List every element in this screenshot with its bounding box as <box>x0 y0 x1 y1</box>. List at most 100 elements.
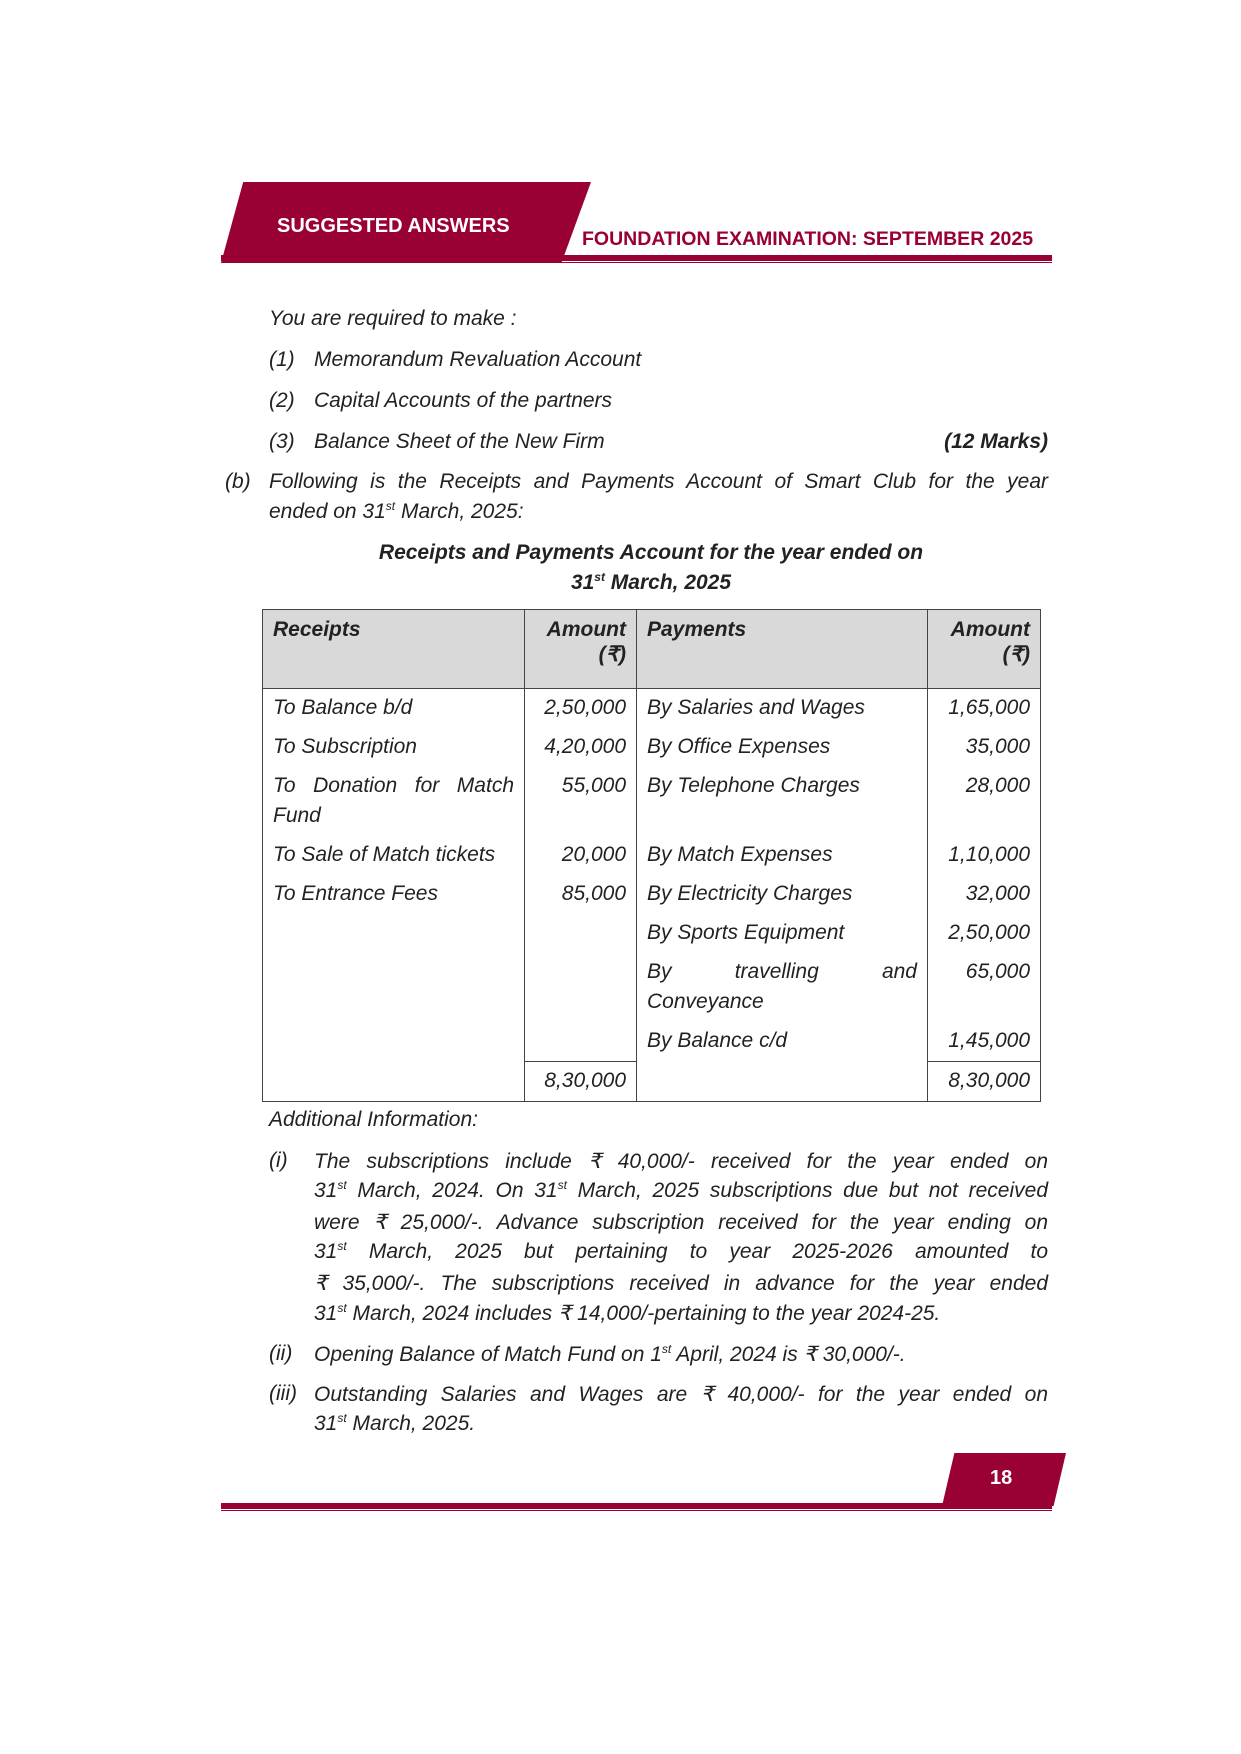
receipt-amount: 2,50,000 <box>524 688 637 728</box>
text-run: 31 <box>570 571 595 594</box>
text-run: ₹ 35,000/-. The subscriptions received i… <box>314 1271 1048 1295</box>
col-payments: Payments <box>636 609 928 689</box>
note-line: Outstanding Salaries and Wages are ₹ 40,… <box>314 1382 1048 1407</box>
receipt-amount <box>524 1022 637 1062</box>
payment-amount: 65,000 <box>927 953 1041 1022</box>
text-run: March, 2025. <box>346 1412 476 1436</box>
additional-info-title: Additional Information: <box>269 1108 478 1131</box>
text-run: March, 2025 <box>604 571 732 594</box>
table-row: To Entrance Fees 85,000 By Electricity Cha… <box>262 875 1041 914</box>
payment-amount: 1,10,000 <box>927 836 1041 875</box>
text-run: Outstanding Salaries and Wages are ₹ 40,… <box>314 1383 1048 1406</box>
payment-item: By Telephone Charges <box>636 767 928 836</box>
superscript: st <box>337 1301 347 1315</box>
payment-item: By Office Expenses <box>636 728 928 767</box>
note-line: were ₹ 25,000/-. Advance subscription re… <box>314 1210 1048 1235</box>
receipts-payments-table: Receipts Amount (₹) Payments Amount (₹) To… <box>262 609 1041 1102</box>
table-row: To Donation for Match Fund 55,000 By Telep… <box>262 767 1041 836</box>
superscript: st <box>337 1239 347 1254</box>
table-row: To Balance b/d 2,50,000 By Salaries and Wa… <box>262 688 1041 728</box>
table-header-row: Receipts Amount (₹) Payments Amount (₹) <box>262 609 1041 689</box>
text-run: 31 <box>314 1412 338 1436</box>
note-line: The subscriptions include ₹ 40,000/- rec… <box>314 1149 1048 1174</box>
text-run: The subscriptions include ₹ 40,000/- rec… <box>314 1150 1048 1173</box>
superscript: st <box>337 1178 347 1193</box>
req-text: Capital Accounts of the partners <box>314 389 613 412</box>
footer-rule-thin <box>221 1510 1052 1511</box>
superscript: st <box>557 1178 567 1193</box>
table-row: To Subscription 4,20,000 By Office Expense… <box>262 728 1041 767</box>
table-title: Receipts and Payments Account for the ye… <box>378 541 924 564</box>
payment-amount: 28,000 <box>927 767 1041 836</box>
payment-amount: 2,50,000 <box>927 914 1041 953</box>
header-rule <box>221 255 1052 261</box>
payments-total: 8,30,000 <box>927 1061 1041 1102</box>
note-line: 31st March, 2025 but pertaining to year … <box>314 1240 1048 1264</box>
note-num: (iii) <box>269 1382 297 1405</box>
receipt-amount: 20,000 <box>524 836 637 875</box>
payment-amount: 1,45,000 <box>927 1022 1041 1062</box>
payment-item: By travelling and Conveyance <box>636 953 928 1022</box>
note-line: 31st March, 2024. On 31st March, 2025 su… <box>314 1179 1048 1203</box>
receipt-item: To Sale of Match tickets <box>262 836 525 875</box>
receipt-item <box>262 953 525 1022</box>
page-number-tab <box>942 1453 1066 1506</box>
table-title-date: 31st March, 2025 <box>262 571 1040 595</box>
receipt-item <box>262 1061 525 1102</box>
payment-item: By Balance c/d <box>636 1022 928 1062</box>
text-run: ended on 31 <box>269 500 386 523</box>
footer-rule <box>221 1503 1052 1509</box>
receipt-item: To Entrance Fees <box>262 875 525 914</box>
receipt-item <box>262 914 525 953</box>
page-number: 18 <box>990 1467 1013 1489</box>
superscript: st <box>385 499 396 513</box>
part-b-num: (b) <box>225 470 251 493</box>
table-row: To Sale of Match tickets 20,000 By Match E… <box>262 836 1041 875</box>
receipt-item <box>262 1022 525 1062</box>
payment-item: By Match Expenses <box>636 836 928 875</box>
payment-item <box>636 1061 928 1102</box>
superscript: st <box>594 570 605 584</box>
col-amount: Amount (₹) <box>524 609 637 689</box>
text-run: March, 2025: <box>395 500 524 523</box>
payment-item: By Electricity Charges <box>636 875 928 914</box>
text-run: were ₹ 25,000/-. Advance subscription re… <box>314 1210 1048 1234</box>
payment-amount: 1,65,000 <box>927 688 1041 728</box>
text-run: 31 <box>314 1179 338 1203</box>
receipt-amount <box>524 953 637 1022</box>
receipt-item: To Subscription <box>262 728 525 767</box>
receipts-total: 8,30,000 <box>524 1061 637 1102</box>
req-num: (1) <box>269 348 295 371</box>
receipt-amount: 85,000 <box>524 875 637 914</box>
header-exam-title: FOUNDATION EXAMINATION: SEPTEMBER 2025 <box>582 228 1034 250</box>
req-num: (2) <box>269 389 295 412</box>
header-rule-thin <box>221 262 1052 263</box>
header-suggested-answers: SUGGESTED ANSWERS <box>277 215 510 237</box>
note-line: 31st March, 2024 includes ₹ 14,000/-pert… <box>314 1301 940 1326</box>
table-row: By travelling and Conveyance 65,000 <box>262 953 1041 1022</box>
table-row: By Sports Equipment 2,50,000 <box>262 914 1041 953</box>
payment-item: By Sports Equipment <box>636 914 928 953</box>
col-receipts: Receipts <box>262 609 525 689</box>
superscript: st <box>661 1342 672 1356</box>
part-b-line: ended on 31st March, 2025: <box>269 500 524 524</box>
note-num: (i) <box>269 1149 288 1172</box>
note-line: 31st March, 2025. <box>314 1412 475 1436</box>
note-line: ₹ 35,000/-. The subscriptions received i… <box>314 1271 1048 1296</box>
superscript: st <box>337 1411 347 1426</box>
text-run: March, 2024. On 31 <box>346 1179 558 1203</box>
text-run: April, 2024 is ₹ 30,000/-. <box>671 1343 906 1366</box>
totals-row: 8,30,000 8,30,000 <box>262 1061 1041 1102</box>
receipt-item: To Balance b/d <box>262 688 525 728</box>
payment-item: By Salaries and Wages <box>636 688 928 728</box>
col-amount: Amount (₹) <box>927 609 1041 689</box>
receipt-amount: 4,20,000 <box>524 728 637 767</box>
note-num: (ii) <box>269 1342 293 1365</box>
receipt-item: To Donation for Match Fund <box>262 767 525 836</box>
text-run: Opening Balance of Match Fund on 1 <box>314 1343 662 1366</box>
text-run: 31 <box>314 1302 338 1325</box>
marks: (12 Marks) <box>944 430 1048 453</box>
header-tab <box>221 182 591 263</box>
text-run: March, 2025 subscriptions due but not re… <box>566 1179 1048 1203</box>
intro-text: You are required to make : <box>269 307 517 330</box>
